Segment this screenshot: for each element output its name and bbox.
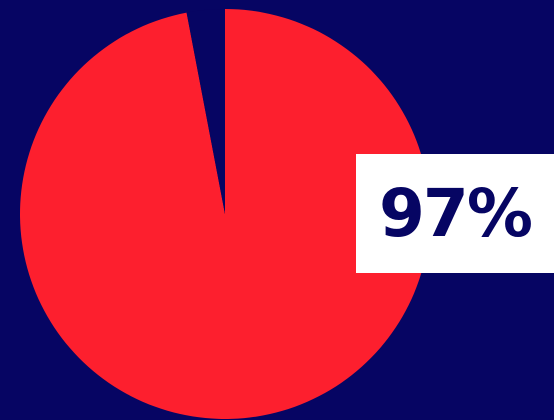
percentage-value: 97%: [379, 174, 533, 252]
percentage-label-box: 97%: [356, 154, 554, 273]
pie-slice-1: [186, 9, 225, 214]
